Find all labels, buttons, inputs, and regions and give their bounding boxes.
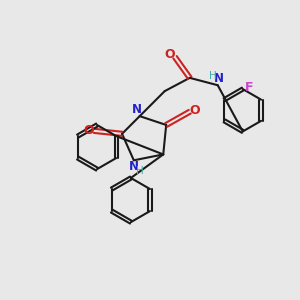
Text: N: N bbox=[132, 103, 142, 116]
Text: O: O bbox=[83, 124, 94, 137]
Text: N: N bbox=[214, 72, 224, 85]
Text: O: O bbox=[164, 48, 175, 61]
Text: H: H bbox=[136, 166, 144, 176]
Text: F: F bbox=[244, 81, 253, 94]
Text: N: N bbox=[129, 160, 139, 173]
Text: H: H bbox=[208, 71, 216, 81]
Text: O: O bbox=[190, 104, 200, 117]
